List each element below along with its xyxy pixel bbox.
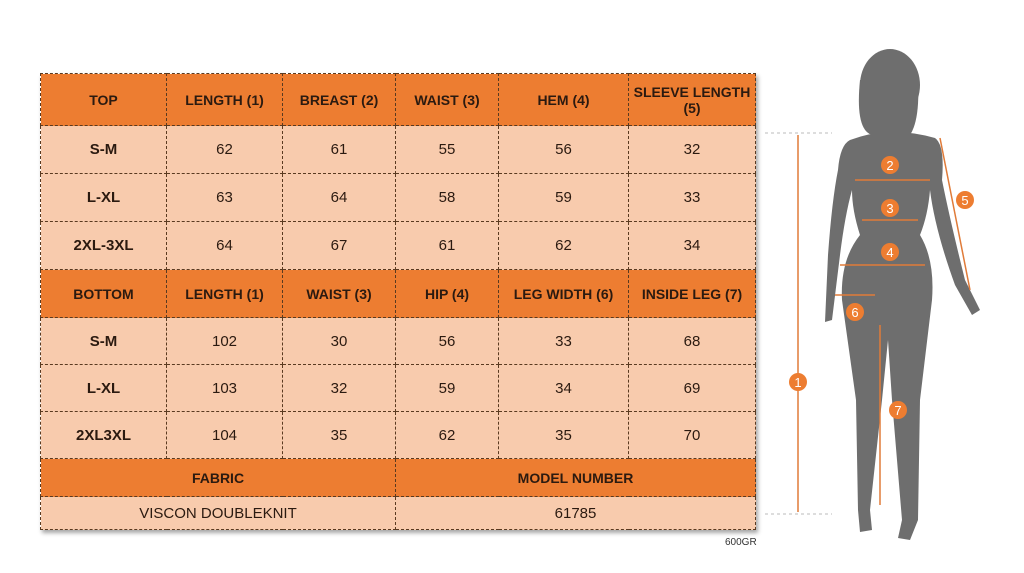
- marker-circle: [881, 243, 899, 261]
- measurement-cell: 64: [166, 221, 283, 270]
- marker-number: 3: [886, 201, 893, 216]
- size-label: L-XL: [40, 173, 167, 222]
- guide-lines: [765, 132, 832, 515]
- marker-circle: [956, 191, 974, 209]
- measurement-cell: 62: [166, 125, 283, 174]
- size-row: 2XL3XL 104 35 62 35 70: [40, 411, 756, 459]
- measurement-cell: 70: [628, 411, 756, 459]
- size-label: L-XL: [40, 364, 167, 412]
- measurement-cell: 33: [498, 317, 629, 365]
- size-row: 2XL-3XL 64 67 61 62 34: [40, 221, 756, 270]
- measurement-cell: 63: [166, 173, 283, 222]
- size-row: S-M 102 30 56 33 68: [40, 317, 756, 365]
- header-cell: LENGTH (1): [166, 73, 283, 126]
- measurement-cell: 67: [282, 221, 396, 270]
- measurement-cell: 56: [498, 125, 629, 174]
- header-cell: BOTTOM: [40, 269, 167, 318]
- measurement-cell: 59: [498, 173, 629, 222]
- measurement-cell: 61: [282, 125, 396, 174]
- measurement-cell: 34: [628, 221, 756, 270]
- measurement-cell: 30: [282, 317, 396, 365]
- measurement-cell: 33: [628, 173, 756, 222]
- size-row: L-XL 63 64 58 59 33: [40, 173, 756, 222]
- marker-number: 4: [886, 245, 893, 260]
- size-row: S-M 62 61 55 56 32: [40, 125, 756, 174]
- measurement-cell: 32: [282, 364, 396, 412]
- size-label: 2XL3XL: [40, 411, 167, 459]
- measurement-cell: 104: [166, 411, 283, 459]
- header-cell: HIP (4): [395, 269, 499, 318]
- header-cell: LENGTH (1): [166, 269, 283, 318]
- measurement-cell: 55: [395, 125, 499, 174]
- body-silhouette-figure: 1 2 3 4 5 6 7: [765, 49, 980, 540]
- bottom-header-row: BOTTOM LENGTH (1) WAIST (3) HIP (4) LEG …: [40, 269, 756, 318]
- marker-number: 2: [886, 158, 893, 173]
- measurement-cell: 35: [282, 411, 396, 459]
- measure-lines: [797, 135, 971, 512]
- measurement-cell: 69: [628, 364, 756, 412]
- fabric-value: VISCON DOUBLEKNIT: [40, 496, 396, 530]
- size-chart-table: TOP LENGTH (1) BREAST (2) WAIST (3) HEM …: [40, 73, 756, 530]
- header-cell: HEM (4): [498, 73, 629, 126]
- measurement-cell: 62: [395, 411, 499, 459]
- header-cell: TOP: [40, 73, 167, 126]
- measurement-cell: 62: [498, 221, 629, 270]
- measurement-cell: 35: [498, 411, 629, 459]
- marker-circle: [789, 373, 807, 391]
- size-row: L-XL 103 32 59 34 69: [40, 364, 756, 412]
- header-cell: WAIST (3): [282, 269, 396, 318]
- measurement-cell: 32: [628, 125, 756, 174]
- marker-number: 1: [794, 375, 801, 390]
- header-cell: SLEEVE LENGTH (5): [628, 73, 756, 126]
- marker-number: 6: [851, 305, 858, 320]
- measurement-cell: 64: [282, 173, 396, 222]
- fabric-label: FABRIC: [40, 458, 396, 497]
- measurement-cell: 68: [628, 317, 756, 365]
- weight-note: 600GR: [725, 537, 757, 548]
- measurement-cell: 56: [395, 317, 499, 365]
- size-label: S-M: [40, 317, 167, 365]
- header-cell: BREAST (2): [282, 73, 396, 126]
- marker-circle: [881, 199, 899, 217]
- measurement-cell: 102: [166, 317, 283, 365]
- info-row: VISCON DOUBLEKNIT 61785: [40, 496, 756, 530]
- measurement-cell: 34: [498, 364, 629, 412]
- model-number-label: MODEL NUMBER: [395, 458, 756, 497]
- size-label: 2XL-3XL: [40, 221, 167, 270]
- marker-circle: [889, 401, 907, 419]
- measurement-cell: 61: [395, 221, 499, 270]
- marker-circle: [846, 303, 864, 321]
- measurement-cell: 58: [395, 173, 499, 222]
- silhouette-icon: [825, 49, 980, 540]
- marker-number: 7: [894, 403, 901, 418]
- top-header-row: TOP LENGTH (1) BREAST (2) WAIST (3) HEM …: [40, 73, 756, 126]
- header-cell: WAIST (3): [395, 73, 499, 126]
- measurement-cell: 103: [166, 364, 283, 412]
- info-header-row: FABRIC MODEL NUMBER: [40, 458, 756, 497]
- header-cell: LEG WIDTH (6): [498, 269, 629, 318]
- measurement-cell: 59: [395, 364, 499, 412]
- size-label: S-M: [40, 125, 167, 174]
- header-cell: INSIDE LEG (7): [628, 269, 756, 318]
- model-number-value: 61785: [395, 496, 756, 530]
- marker-number: 5: [961, 193, 968, 208]
- marker-circle: [881, 156, 899, 174]
